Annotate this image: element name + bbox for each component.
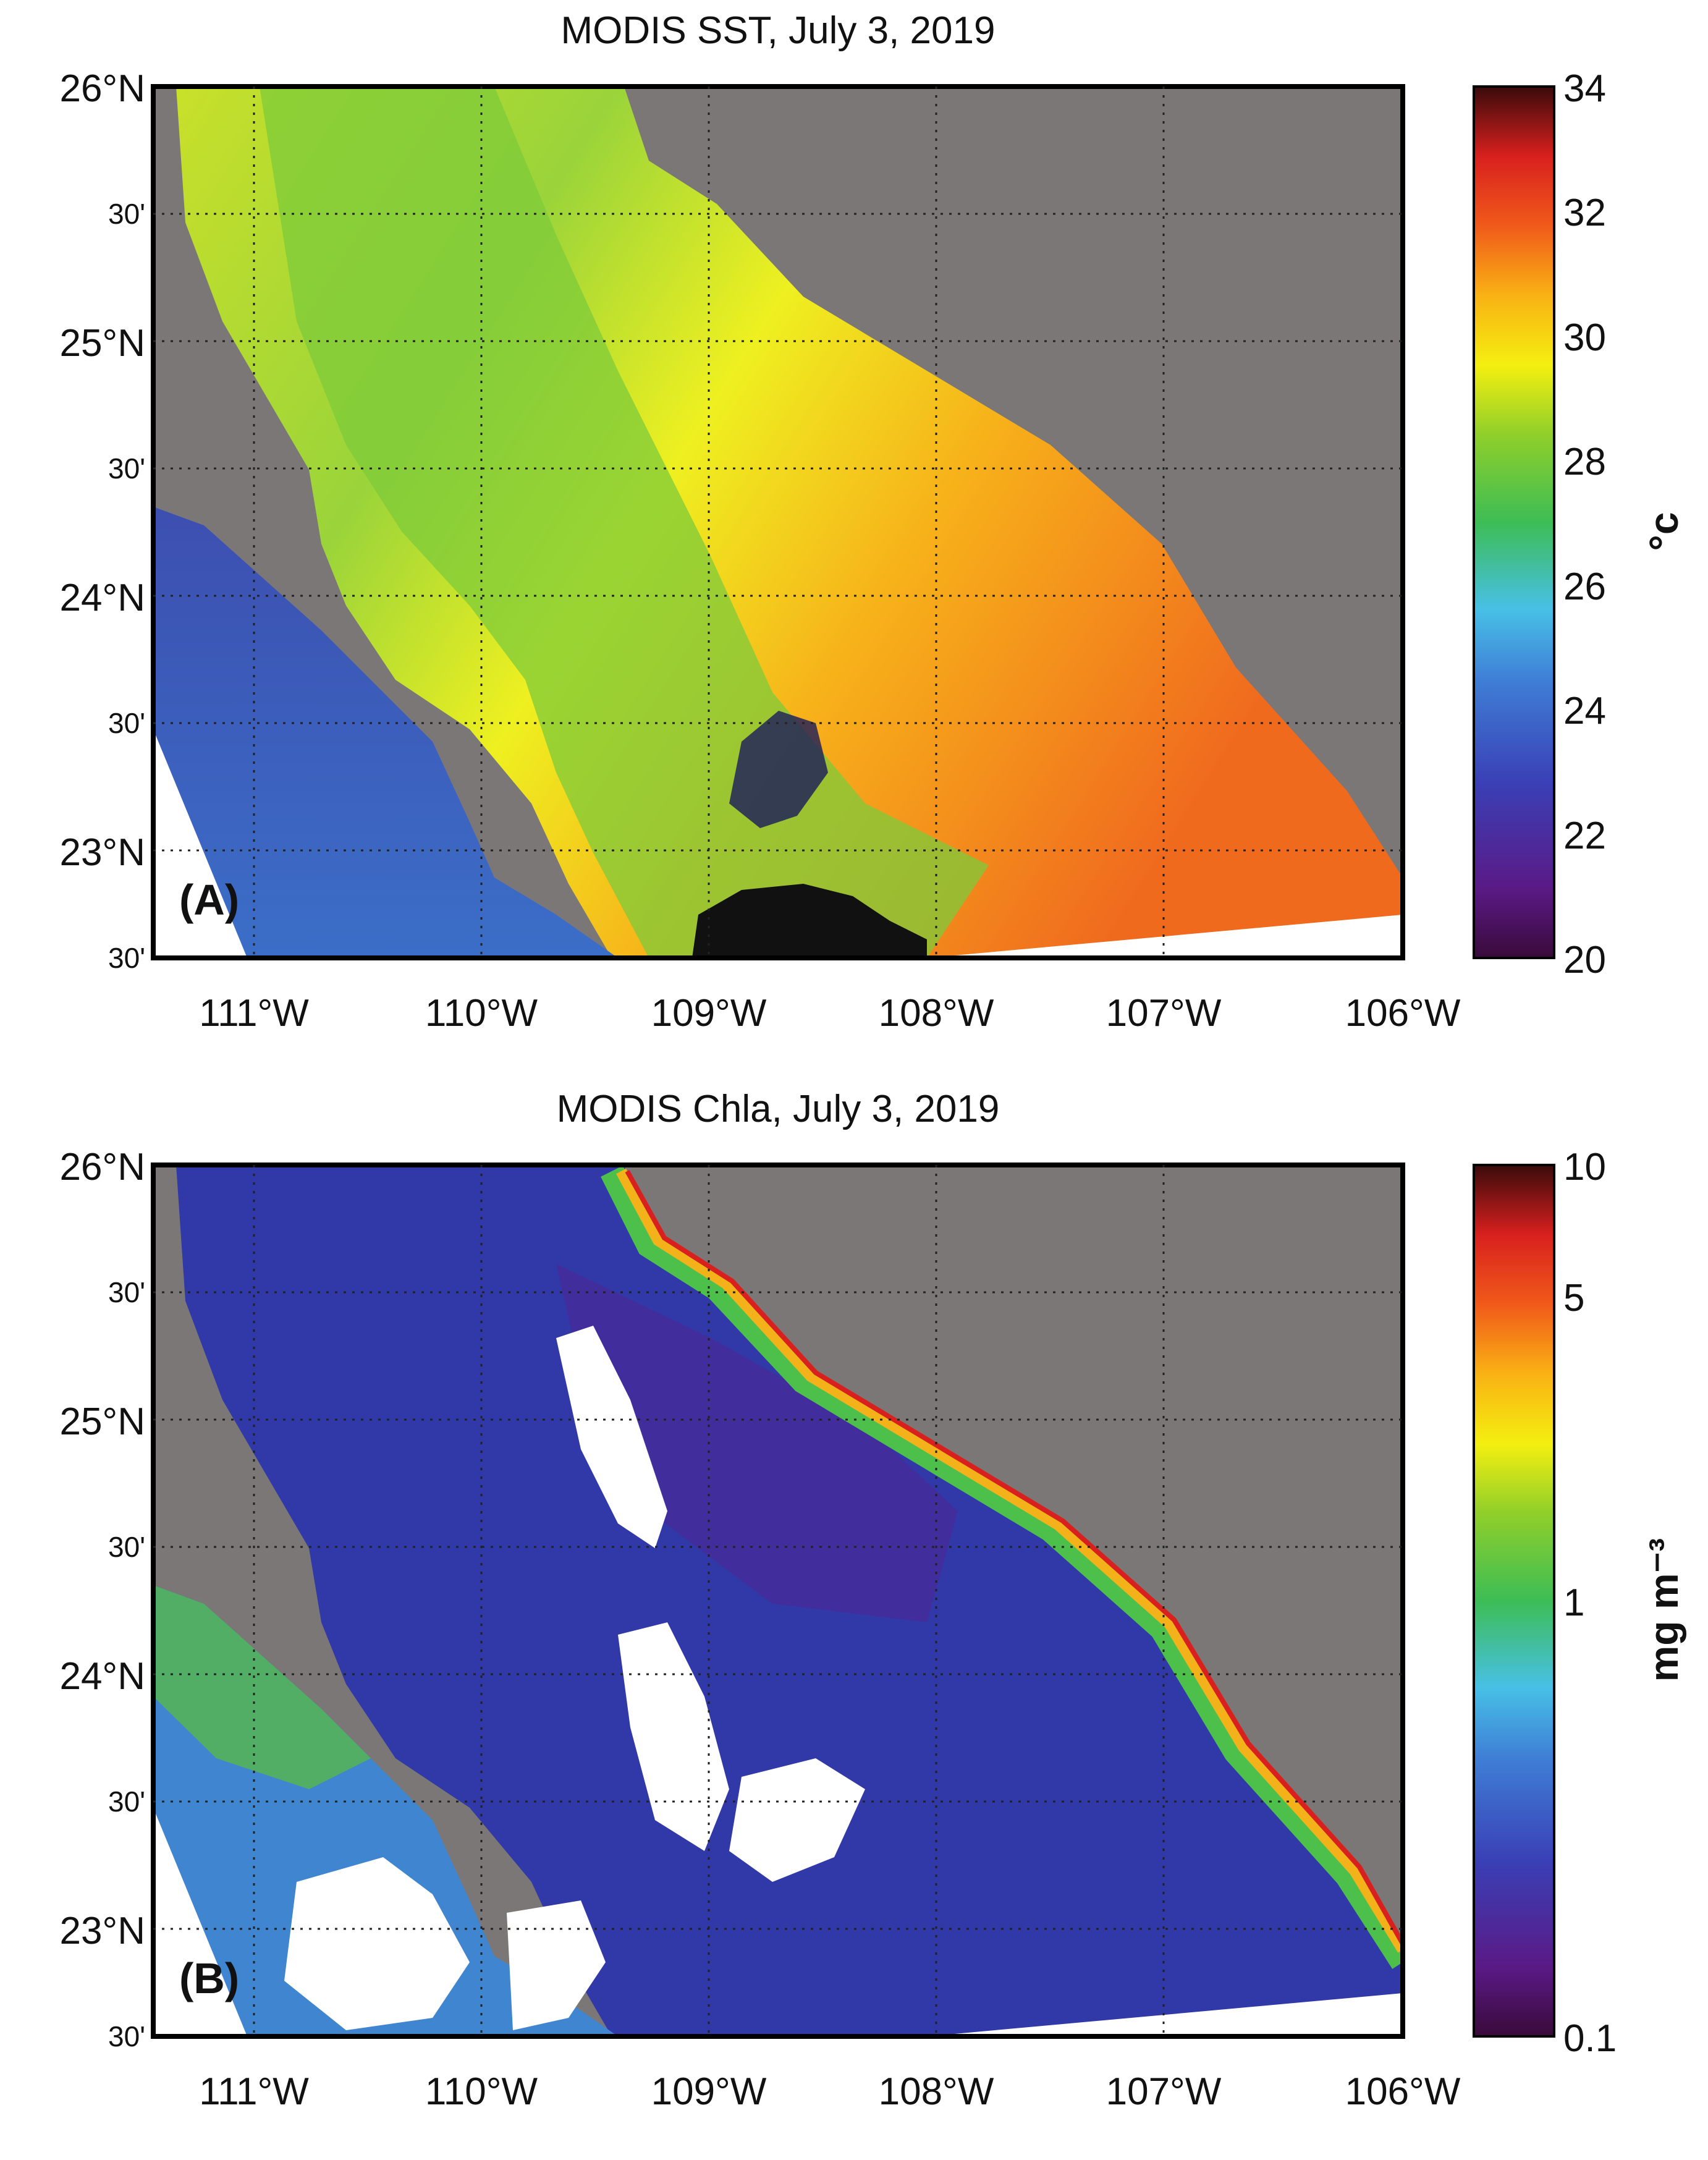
- colorbar-unit: °c: [1641, 512, 1686, 551]
- lon-label: 111°W: [199, 2070, 309, 2113]
- cold-patch: [692, 884, 927, 958]
- chla-map-panel: MODIS Chla, July 3, 2019: [0, 1078, 1708, 2157]
- sst-map-panel: MODIS SST, July 3, 2019 26°N 30' 25°N: [0, 0, 1708, 1078]
- coastal-bloom-orange: [616, 1168, 1403, 1953]
- graticule: [153, 87, 1403, 958]
- lon-label: 108°W: [879, 992, 994, 1035]
- lat-label: 25°N: [59, 1400, 145, 1443]
- lat-label: 26°N: [59, 67, 145, 110]
- no-data-area: [153, 729, 247, 958]
- coastal-bloom-green: [601, 1166, 1403, 1969]
- panel-label: (B): [179, 1954, 239, 2002]
- map-title: MODIS SST, July 3, 2019: [561, 9, 996, 52]
- colorbar-tick: 0.1: [1563, 2017, 1617, 2060]
- lat-label: 23°N: [59, 831, 145, 874]
- colorbar-tick: 5: [1563, 1277, 1584, 1319]
- colorbar-tick: 20: [1563, 939, 1606, 981]
- lat-label: 30': [108, 707, 145, 739]
- lat-label: 24°N: [59, 1655, 145, 1698]
- lon-label: 109°W: [651, 2070, 767, 2113]
- colorbar-tick: 26: [1563, 565, 1606, 608]
- lat-label: 30': [108, 942, 145, 974]
- cloud-gaps: [153, 1326, 1403, 2036]
- colorbar-tick: 24: [1563, 690, 1606, 732]
- map-frame: [151, 84, 1405, 960]
- lat-label: 25°N: [59, 322, 145, 365]
- lat-label: 26°N: [59, 1146, 145, 1188]
- colorbar-tick: 30: [1563, 316, 1606, 359]
- colorbar-ticks: 34 32 30 28 26 24 22 20: [1563, 67, 1606, 981]
- map-frame: [151, 1163, 1405, 2039]
- lon-label: 111°W: [199, 992, 309, 1035]
- map-title: MODIS Chla, July 3, 2019: [557, 1088, 1000, 1130]
- no-data-area-southeast: [927, 915, 1403, 958]
- lat-label: 30': [108, 1276, 145, 1308]
- coastal-bloom-red: [625, 1170, 1403, 1945]
- lat-label: 30': [108, 452, 145, 485]
- latitude-labels: 26°N 30' 25°N 30' 24°N 30' 23°N 30': [59, 1146, 145, 2052]
- colorbar-tick: 22: [1563, 815, 1606, 857]
- colorbar-tick: 10: [1563, 1146, 1606, 1188]
- lat-label: 30': [108, 198, 145, 230]
- longitude-labels: 111°W 110°W 109°W 108°W 107°W 106°W: [199, 992, 1461, 1035]
- colorbar-unit: mg m⁻³: [1641, 1538, 1686, 1682]
- colorbar-ticks: 10 5 1 0.1: [1563, 1146, 1617, 2060]
- cold-filaments: [729, 711, 828, 828]
- lat-label: 30': [108, 2020, 145, 2052]
- sst-field: [153, 87, 1403, 958]
- colorbar-tick: 1: [1563, 1582, 1584, 1624]
- sst-colorbar: [1473, 85, 1555, 959]
- colorbar-tick: 34: [1563, 67, 1606, 110]
- lat-label: 24°N: [59, 577, 145, 619]
- lon-label: 107°W: [1106, 2070, 1222, 2113]
- longitude-labels: 111°W 110°W 109°W 108°W 107°W 106°W: [199, 2070, 1461, 2113]
- lon-label: 109°W: [651, 992, 767, 1035]
- pacific-sst-water: [153, 507, 618, 958]
- lon-label: 106°W: [1345, 2070, 1461, 2113]
- lat-label: 30': [108, 1785, 145, 1818]
- lon-label: 107°W: [1106, 992, 1222, 1035]
- colorbar-tick: 32: [1563, 192, 1606, 234]
- lat-label: 30': [108, 1531, 145, 1563]
- low-chla-core: [556, 1264, 958, 1622]
- lon-label: 108°W: [879, 2070, 994, 2113]
- latitude-labels: 26°N 30' 25°N 30' 24°N 30' 23°N 30': [59, 67, 145, 974]
- chla-colorbar: [1473, 1164, 1555, 2038]
- lon-label: 110°W: [425, 2070, 538, 2113]
- lat-label: 23°N: [59, 1910, 145, 1952]
- colorbar-tick: 28: [1563, 441, 1606, 483]
- chla-field: [153, 1165, 1403, 2036]
- panel-label: (A): [179, 876, 239, 924]
- lon-label: 110°W: [425, 992, 538, 1035]
- graticule: [153, 1165, 1403, 2036]
- pacific-green-patch: [153, 1585, 371, 1789]
- lon-label: 106°W: [1345, 992, 1461, 1035]
